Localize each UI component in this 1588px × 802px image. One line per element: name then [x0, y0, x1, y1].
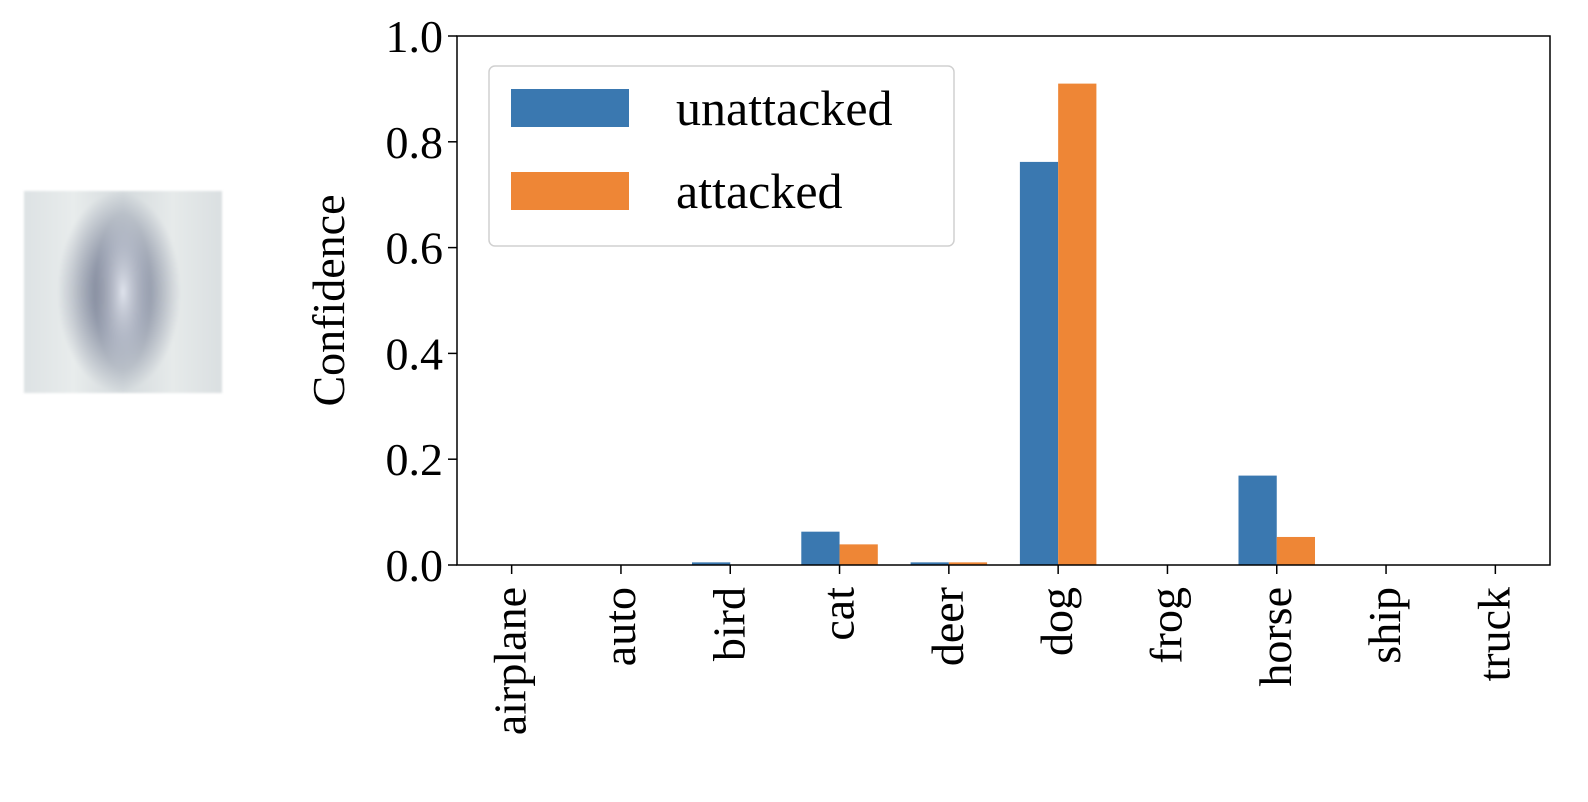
- bar-unattacked-dog: [1019, 161, 1059, 566]
- bar-unattacked-cat: [801, 531, 840, 565]
- bar-attacked-dog: [1058, 83, 1097, 566]
- y-ticks: 0.0 0.2 0.4 0.6 0.8 1.0: [386, 11, 457, 591]
- legend-label-unattacked: unattacked: [676, 80, 893, 136]
- x-tick-label-deer: deer: [922, 587, 973, 666]
- y-tick-label: 0.8: [386, 117, 444, 168]
- x-ticks: airplane auto bird cat deer dog frog horse ship t…: [485, 565, 1519, 735]
- input-image-thumbnail: [24, 191, 222, 393]
- bar-attacked-cat: [839, 544, 878, 565]
- y-tick-label: 1.0: [386, 11, 444, 62]
- bar-unattacked-deer: [910, 562, 949, 565]
- x-tick-label-ship: ship: [1359, 587, 1410, 664]
- plot-frame: [456, 35, 1551, 566]
- bar-attacked-deer: [948, 562, 988, 565]
- bars-group: [691, 83, 1316, 566]
- y-tick-label: 0.2: [386, 434, 444, 485]
- legend: unattacked attacked: [488, 65, 955, 247]
- legend-swatch-attacked: [511, 172, 629, 210]
- y-tick-label: 0.0: [386, 540, 444, 591]
- x-tick-label-cat: cat: [813, 587, 864, 641]
- x-tick-label-truck: truck: [1468, 587, 1519, 682]
- legend-swatch-unattacked: [511, 89, 629, 127]
- x-tick-label-frog: frog: [1140, 587, 1191, 664]
- bar-attacked-horse: [1276, 536, 1316, 565]
- bar-unattacked-bird: [691, 562, 731, 565]
- x-tick-label-dog: dog: [1031, 587, 1082, 656]
- y-axis-label: Confidence: [303, 194, 354, 406]
- legend-label-attacked: attacked: [676, 163, 843, 219]
- x-tick-label-horse: horse: [1250, 587, 1301, 687]
- x-tick-label-auto: auto: [594, 587, 645, 666]
- x-tick-label-airplane: airplane: [485, 587, 536, 735]
- x-tick-label-bird: bird: [703, 587, 754, 661]
- bar-unattacked-horse: [1238, 475, 1277, 565]
- y-tick-label: 0.6: [386, 223, 444, 274]
- y-tick-label: 0.4: [386, 328, 444, 379]
